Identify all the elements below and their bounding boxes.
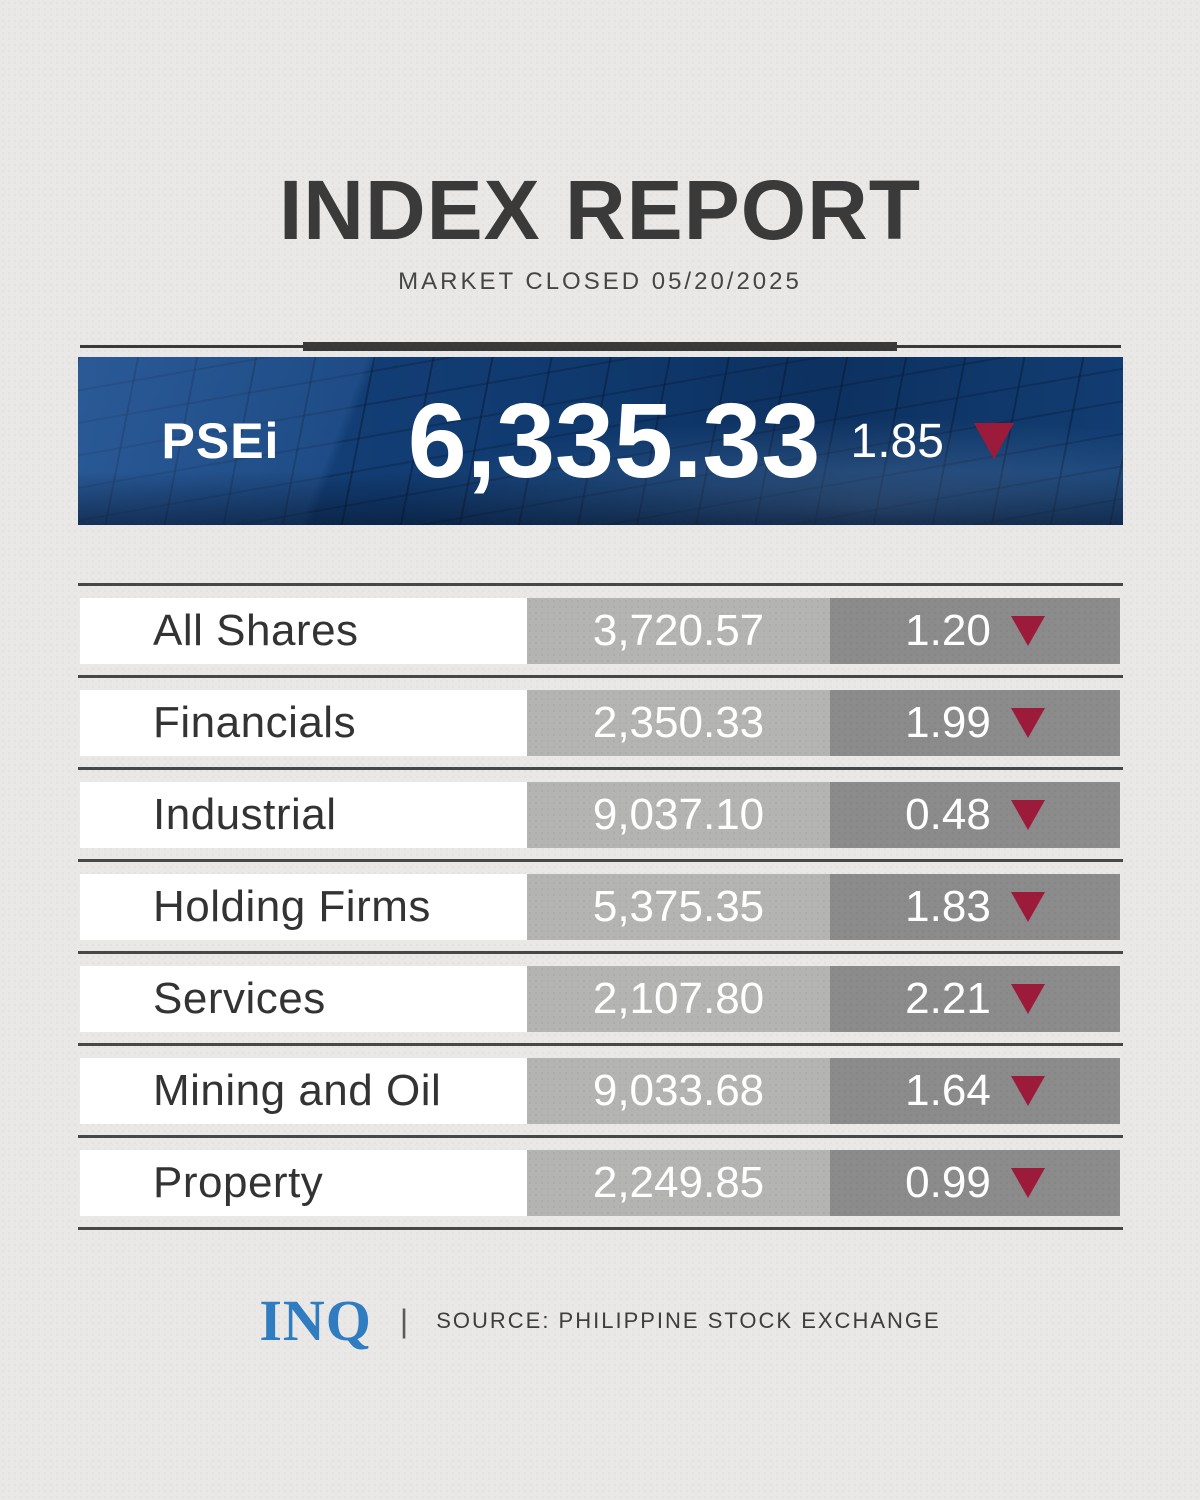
index-table: All Shares 3,720.57 1.20 Financials 2,35… [77,583,1123,1230]
inquirer-logo: INQ [259,1288,372,1353]
index-change: 0.99 [830,1150,1120,1216]
row-divider [77,1043,1123,1046]
down-triangle-icon [1010,1076,1045,1106]
down-triangle-icon [1010,984,1045,1014]
psei-close-value: 6,335.33 [407,381,821,500]
index-value: 2,249.85 [527,1150,830,1216]
index-name: Industrial [80,782,527,848]
table-row-all-shares: All Shares 3,720.57 1.20 [80,598,1120,664]
psei-label: PSEi [161,413,280,469]
index-change-value: 1.83 [905,882,991,931]
decorative-thick-bar [303,342,897,351]
index-name: All Shares [80,598,527,664]
index-name: Property [80,1150,527,1216]
footer-divider: | [399,1302,409,1339]
down-triangle-icon [1010,892,1045,922]
table-row-services: Services 2,107.80 2.21 [80,966,1120,1032]
table-row-industrial: Industrial 9,037.10 0.48 [80,782,1120,848]
down-triangle-icon [1010,616,1045,646]
index-change-value: 1.20 [905,606,991,655]
index-change: 1.20 [830,598,1120,664]
index-change: 2.21 [830,966,1120,1032]
row-divider [77,583,1123,586]
psei-change-value: 1.85 [850,414,944,468]
market-status-date: MARKET CLOSED 05/20/2025 [398,268,802,295]
source-attribution: SOURCE: PHILIPPINE STOCK EXCHANGE [436,1308,941,1333]
table-row-holding-firms: Holding Firms 5,375.35 1.83 [80,874,1120,940]
index-name: Financials [80,690,527,756]
index-name: Holding Firms [80,874,527,940]
index-change-value: 1.99 [905,698,991,747]
index-value: 2,350.33 [527,690,830,756]
index-value: 3,720.57 [527,598,830,664]
psei-banner: PSEi 6,335.33 1.85 [77,357,1123,525]
index-name: Services [80,966,527,1032]
index-change-value: 2.21 [905,974,991,1023]
index-change: 1.64 [830,1058,1120,1124]
index-change: 1.83 [830,874,1120,940]
index-change: 0.48 [830,782,1120,848]
index-value: 9,037.10 [527,782,830,848]
row-divider [77,1227,1123,1230]
page-title: INDEX REPORT [278,163,922,257]
index-change: 1.99 [830,690,1120,756]
row-divider [77,767,1123,770]
row-divider [77,859,1123,862]
index-change-value: 1.64 [905,1066,991,1115]
psei-change: 1.85 [851,414,1123,469]
down-triangle-icon [1010,800,1045,830]
row-divider [77,951,1123,954]
decorative-rule [78,342,1123,351]
index-value: 2,107.80 [527,966,830,1032]
footer: INQ | SOURCE: PHILIPPINE STOCK EXCHANGE [78,1292,1123,1350]
row-divider [77,1135,1123,1138]
index-value: 9,033.68 [527,1058,830,1124]
report-header: INDEX REPORT MARKET CLOSED 05/20/2025 [0,0,1200,296]
index-change-value: 0.99 [905,1158,991,1207]
table-row-mining-and-oil: Mining and Oil 9,033.68 1.64 [80,1058,1120,1124]
index-change-value: 0.48 [905,790,991,839]
down-triangle-icon [1010,1168,1045,1198]
down-triangle-icon [973,423,1014,459]
index-value: 5,375.35 [527,874,830,940]
down-triangle-icon [1010,708,1045,738]
index-name: Mining and Oil [80,1058,527,1124]
table-row-property: Property 2,249.85 0.99 [80,1150,1120,1216]
row-divider [77,675,1123,678]
table-row-financials: Financials 2,350.33 1.99 [80,690,1120,756]
